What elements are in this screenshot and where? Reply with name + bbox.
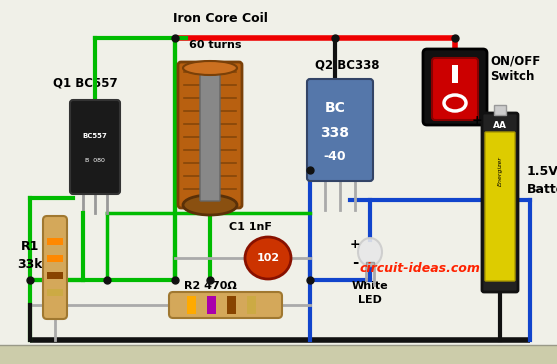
FancyBboxPatch shape xyxy=(43,216,67,319)
Text: LED: LED xyxy=(358,295,382,305)
Text: BC557: BC557 xyxy=(82,133,108,139)
Bar xyxy=(47,238,63,245)
Bar xyxy=(187,296,196,314)
Text: 33k: 33k xyxy=(17,258,43,271)
Text: Battery: Battery xyxy=(527,183,557,196)
FancyBboxPatch shape xyxy=(200,69,220,201)
FancyBboxPatch shape xyxy=(169,292,282,318)
FancyBboxPatch shape xyxy=(482,113,518,292)
Bar xyxy=(452,65,458,83)
FancyBboxPatch shape xyxy=(432,58,478,120)
Ellipse shape xyxy=(183,195,237,215)
Text: ON/OFF: ON/OFF xyxy=(490,55,540,68)
Bar xyxy=(207,296,216,314)
Bar xyxy=(47,272,63,279)
Text: 102: 102 xyxy=(256,253,280,263)
Text: C1 1nF: C1 1nF xyxy=(228,222,271,232)
Bar xyxy=(247,296,256,314)
Text: White: White xyxy=(351,281,388,291)
Ellipse shape xyxy=(358,238,382,266)
Bar xyxy=(366,262,374,266)
Text: R2 470Ω: R2 470Ω xyxy=(184,281,236,291)
Text: circuit-ideas.com: circuit-ideas.com xyxy=(360,261,481,274)
Text: Switch: Switch xyxy=(490,70,534,83)
Text: Q1 BC557: Q1 BC557 xyxy=(53,76,118,89)
FancyBboxPatch shape xyxy=(485,132,515,281)
Bar xyxy=(494,105,506,115)
Text: 60 turns: 60 turns xyxy=(189,40,241,50)
Text: AA: AA xyxy=(493,120,507,130)
Bar xyxy=(47,255,63,262)
FancyBboxPatch shape xyxy=(70,100,120,194)
Text: -: - xyxy=(352,254,358,269)
Text: B  080: B 080 xyxy=(85,158,105,162)
Text: +: + xyxy=(350,238,360,251)
Bar xyxy=(47,289,63,296)
Text: Q2 BC338: Q2 BC338 xyxy=(315,58,379,71)
FancyBboxPatch shape xyxy=(307,79,373,181)
Text: +: + xyxy=(472,114,482,127)
Text: R1: R1 xyxy=(21,240,39,253)
FancyBboxPatch shape xyxy=(178,62,242,208)
Ellipse shape xyxy=(245,237,291,279)
Text: 1.5V: 1.5V xyxy=(527,165,557,178)
Text: 338: 338 xyxy=(320,126,349,140)
Bar xyxy=(227,296,236,314)
Ellipse shape xyxy=(444,95,466,111)
FancyBboxPatch shape xyxy=(423,49,487,125)
Bar xyxy=(0,345,557,364)
Ellipse shape xyxy=(183,61,237,75)
Text: BC: BC xyxy=(325,101,345,115)
Text: Energizer: Energizer xyxy=(497,156,502,186)
Ellipse shape xyxy=(448,98,462,108)
Text: -40: -40 xyxy=(324,150,346,162)
Text: Iron Core Coil: Iron Core Coil xyxy=(173,12,267,25)
